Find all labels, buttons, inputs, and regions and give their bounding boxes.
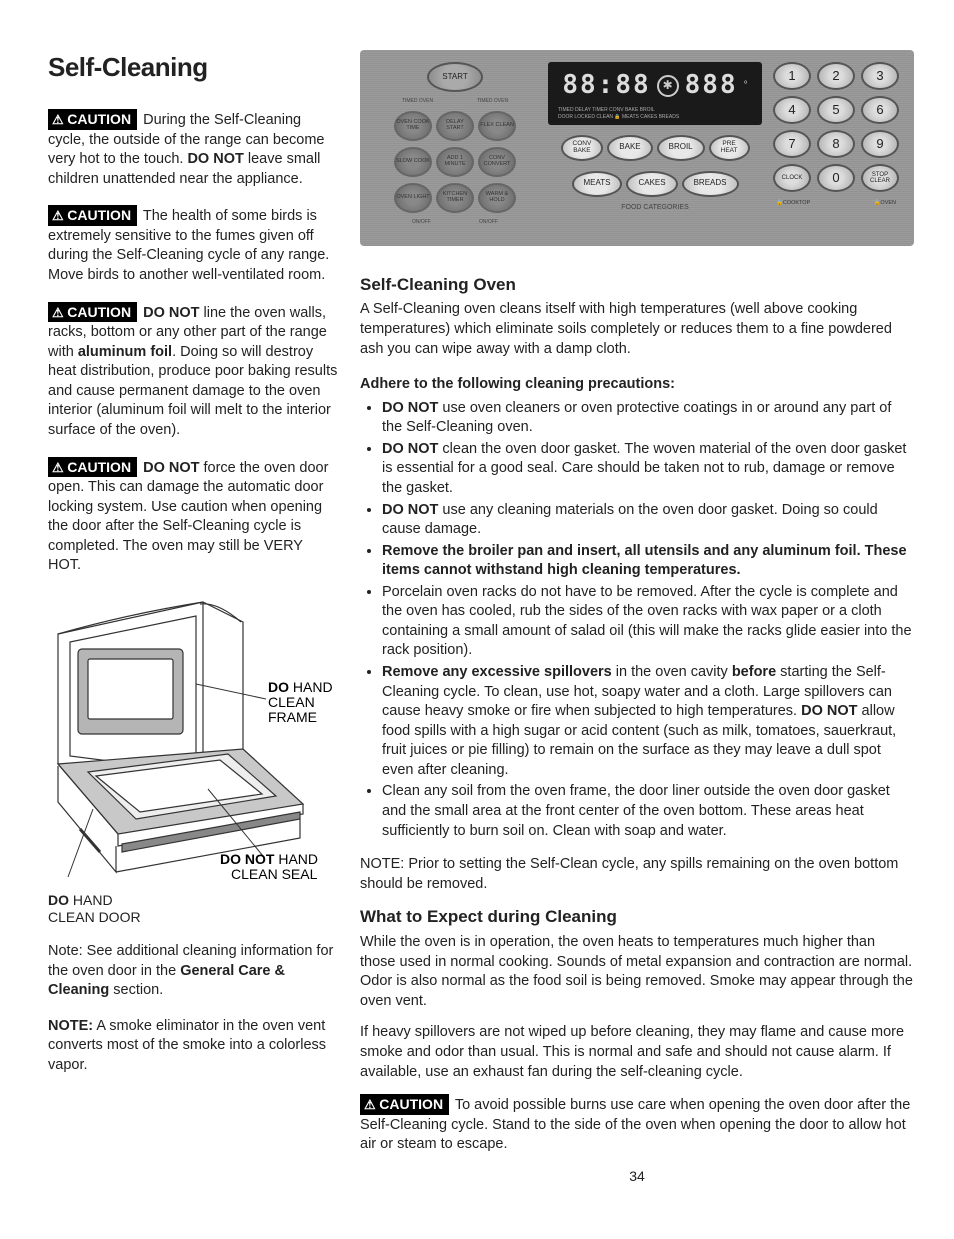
list-item: Clean any soil from the oven frame, the … (382, 782, 914, 841)
list-item: DO NOT clean the oven door gasket. The w… (382, 440, 914, 499)
conv-convert-button[interactable]: CONV CONVERT (478, 147, 516, 177)
list-item: Remove any excessive spillovers in the o… (382, 663, 914, 780)
key-4[interactable]: 4 (773, 96, 811, 124)
panel-left: START TIMED OVEN TIMED OVEN OVEN COOK TI… (370, 62, 540, 232)
page-title: Self-Cleaning (48, 50, 338, 85)
caution-2: CAUTION The health of some birds is extr… (48, 205, 338, 285)
display-time: 88:88 (562, 68, 650, 103)
expect-para-2: If heavy spillovers are not wiped up bef… (360, 1023, 914, 1082)
oven-light-button[interactable]: OVEN LIGHT (394, 183, 432, 213)
add-1-minute-button[interactable]: ADD 1 MINUTE (436, 147, 474, 177)
key-0[interactable]: 0 (817, 164, 855, 192)
oven-cook-time-button[interactable]: OVEN COOK TIME (394, 111, 432, 141)
breads-button[interactable]: BREADS (682, 171, 739, 197)
caution-label: CAUTION (48, 109, 137, 130)
caution-label: CAUTION (48, 205, 137, 226)
note-general-care: Note: See additional cleaning informatio… (48, 942, 338, 1001)
delay-start-button[interactable]: DELAY START (436, 111, 474, 141)
key-2[interactable]: 2 (817, 62, 855, 90)
caution-3: CAUTION DO NOT line the oven walls, rack… (48, 302, 338, 441)
panel-center: 88:88 ✱ 888° TIMED DELAY TIMER CONV BAKE… (548, 62, 762, 232)
oven-illustration-svg: DO HAND CLEAN FRAME DO NOT HAND CLEAN SE… (48, 594, 338, 894)
kitchen-timer-button[interactable]: KITCHEN TIMER (436, 183, 474, 213)
caution-final: CAUTION To avoid possible burns use care… (360, 1094, 914, 1155)
key-7[interactable]: 7 (773, 130, 811, 158)
key-3[interactable]: 3 (861, 62, 899, 90)
svg-text:DO HAND: DO HAND (268, 679, 333, 695)
cooktop-lock-label: 🔒COOKTOP (776, 200, 810, 207)
right-column: START TIMED OVEN TIMED OVEN OVEN COOK TI… (360, 50, 914, 1186)
key-clock[interactable]: CLOCK (773, 164, 811, 192)
conv-bake-button[interactable]: CONVBAKE (561, 135, 604, 161)
slow-cook-button[interactable]: SLOW COOK (394, 147, 432, 177)
pre-heat-button[interactable]: PREHEAT (709, 135, 750, 161)
note-prior: NOTE: Prior to setting the Self-Clean cy… (360, 855, 914, 894)
caution-label: CAUTION (48, 302, 137, 323)
precautions-list: DO NOT use oven cleaners or oven protect… (360, 399, 914, 841)
list-item: Porcelain oven racks do not have to be r… (382, 583, 914, 661)
food-categories-label: FOOD CATEGORIES (548, 203, 762, 212)
list-item: DO NOT use oven cleaners or oven protect… (382, 399, 914, 438)
bake-button[interactable]: BAKE (607, 135, 652, 161)
start-button[interactable]: START (427, 62, 483, 92)
key-6[interactable]: 6 (861, 96, 899, 124)
panel-keypad: 1 2 3 4 5 6 7 8 9 CLOCK 0 STOPCLEAR 🔒COO… (770, 62, 902, 232)
section-heading-what-to-expect: What to Expect during Cleaning (360, 906, 914, 929)
key-stop-clear[interactable]: STOPCLEAR (861, 164, 899, 192)
flex-clean-button[interactable]: FLEX CLEAN (478, 111, 516, 141)
fan-icon: ✱ (657, 75, 679, 97)
control-panel: START TIMED OVEN TIMED OVEN OVEN COOK TI… (360, 50, 914, 246)
display: 88:88 ✱ 888° TIMED DELAY TIMER CONV BAKE… (548, 62, 762, 125)
key-5[interactable]: 5 (817, 96, 855, 124)
cakes-button[interactable]: CAKES (626, 171, 677, 197)
svg-text:FRAME: FRAME (268, 709, 317, 725)
oven-diagram: DO HAND CLEAN FRAME DO NOT HAND CLEAN SE… (48, 594, 338, 926)
display-temp: 888 (685, 68, 738, 103)
intro-para: A Self-Cleaning oven cleans itself with … (360, 300, 914, 359)
list-item: DO NOT use any cleaning materials on the… (382, 501, 914, 540)
note-smoke-eliminator: NOTE: A smoke eliminator in the oven ven… (48, 1017, 338, 1076)
caution-4: CAUTION DO NOT force the oven door open.… (48, 457, 338, 576)
section-heading-self-cleaning-oven: Self-Cleaning Oven (360, 274, 914, 297)
caution-label: CAUTION (360, 1094, 449, 1115)
svg-text:CLEAN: CLEAN (268, 694, 315, 710)
svg-text:DO NOT HAND: DO NOT HAND (220, 851, 318, 867)
page: Self-Cleaning CAUTION During the Self-Cl… (48, 50, 914, 1186)
key-8[interactable]: 8 (817, 130, 855, 158)
oven-lock-label: 🔒OVEN (874, 200, 896, 207)
left-column: Self-Cleaning CAUTION During the Self-Cl… (48, 50, 338, 1186)
caution-1: CAUTION During the Self-Cleaning cycle, … (48, 109, 338, 189)
key-9[interactable]: 9 (861, 130, 899, 158)
broil-button[interactable]: BROIL (657, 135, 705, 161)
precautions-title: Adhere to the following cleaning precaut… (360, 375, 914, 395)
list-item: Remove the broiler pan and insert, all u… (382, 542, 914, 581)
warm-hold-button[interactable]: WARM & HOLD (478, 183, 516, 213)
meats-button[interactable]: MEATS (572, 171, 623, 197)
page-number: 34 (360, 1167, 914, 1186)
key-1[interactable]: 1 (773, 62, 811, 90)
expect-para-1: While the oven is in operation, the oven… (360, 933, 914, 1011)
svg-text:CLEAN SEAL: CLEAN SEAL (231, 866, 318, 882)
diagram-door-label: DO HAND CLEAN DOOR HANDCLEAN DOOR (48, 892, 141, 926)
caution-label: CAUTION (48, 457, 137, 478)
